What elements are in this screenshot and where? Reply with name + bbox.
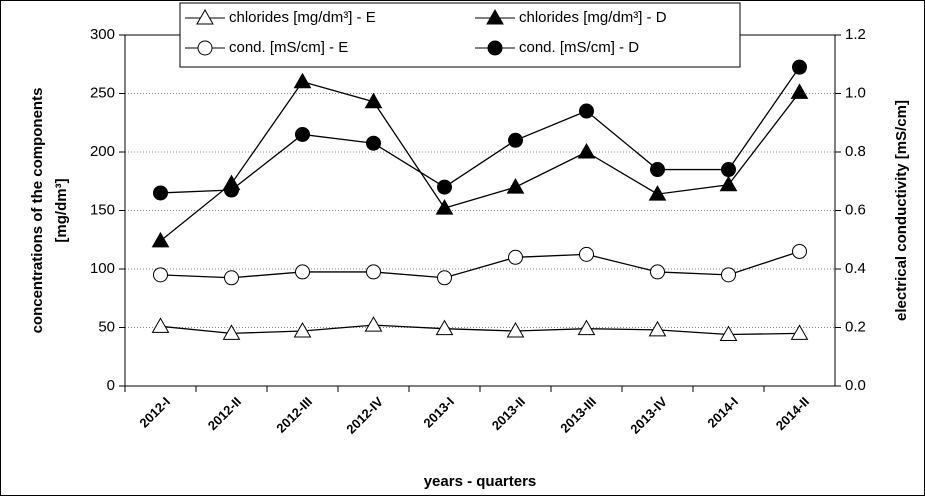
point bbox=[579, 246, 594, 262]
y-tick-label: 200 bbox=[90, 143, 115, 160]
point bbox=[506, 178, 525, 194]
y2-tick-label: 0.0 bbox=[845, 377, 866, 394]
y2-tick-label: 0.4 bbox=[845, 260, 866, 277]
point bbox=[790, 324, 809, 340]
y-tick-label: 250 bbox=[90, 84, 115, 101]
point bbox=[435, 319, 454, 336]
point bbox=[648, 320, 667, 337]
series-line bbox=[160, 324, 800, 336]
y2-tick-label: 0.6 bbox=[845, 201, 866, 218]
point bbox=[650, 162, 665, 178]
point bbox=[224, 182, 239, 198]
legend-label: chlorides [mg/dm³] - E bbox=[229, 9, 376, 26]
point bbox=[437, 179, 452, 195]
point bbox=[222, 324, 241, 340]
point bbox=[577, 142, 596, 159]
point bbox=[650, 264, 665, 280]
y-axis-label: [mg/dm³] bbox=[53, 178, 70, 242]
y2-axis-label: electrical conductivity [mS/cm] bbox=[893, 100, 910, 321]
legend-marker bbox=[487, 40, 503, 56]
point bbox=[151, 231, 170, 248]
y2-tick-label: 1.2 bbox=[845, 26, 866, 43]
series-line bbox=[160, 81, 801, 242]
point bbox=[153, 267, 168, 283]
point bbox=[792, 243, 807, 259]
legend bbox=[179, 2, 741, 68]
point bbox=[293, 72, 312, 89]
y-tick-label: 300 bbox=[90, 26, 115, 43]
point bbox=[364, 316, 383, 332]
point bbox=[293, 322, 312, 338]
legend-marker bbox=[197, 40, 213, 56]
point bbox=[508, 132, 523, 148]
y-tick-label: 150 bbox=[90, 201, 115, 218]
point bbox=[153, 185, 168, 201]
point bbox=[719, 325, 738, 342]
point bbox=[224, 270, 239, 286]
y2-tick-label: 0.8 bbox=[845, 143, 866, 160]
point bbox=[366, 264, 381, 280]
legend-label: chlorides [mg/dm³] - D bbox=[519, 9, 667, 26]
point bbox=[435, 199, 454, 215]
point bbox=[437, 270, 452, 286]
legend-label: cond. [mS/cm] - E bbox=[229, 39, 348, 56]
y-tick-label: 0 bbox=[107, 377, 115, 394]
y-tick-label: 100 bbox=[90, 260, 115, 277]
point bbox=[790, 83, 809, 99]
series-line bbox=[160, 66, 801, 194]
series-line bbox=[160, 250, 800, 279]
y-tick-label: 50 bbox=[98, 318, 115, 335]
legend-marker bbox=[196, 8, 214, 25]
point bbox=[366, 135, 381, 151]
legend-label: cond. [mS/cm] - D bbox=[519, 39, 639, 56]
point bbox=[508, 249, 523, 265]
x-axis-label: years - quarters bbox=[424, 473, 537, 490]
point bbox=[295, 126, 310, 142]
y-axis-label: concentrations of the components bbox=[29, 88, 46, 334]
point bbox=[721, 162, 736, 178]
point bbox=[151, 317, 170, 333]
point bbox=[506, 322, 525, 338]
point bbox=[792, 59, 807, 75]
y2-tick-label: 0.2 bbox=[845, 318, 866, 335]
point bbox=[719, 175, 738, 192]
point bbox=[648, 185, 667, 201]
point bbox=[364, 92, 383, 109]
point bbox=[577, 319, 596, 336]
point bbox=[721, 267, 736, 283]
y2-tick-label: 1.0 bbox=[845, 84, 866, 101]
legend-marker bbox=[486, 8, 504, 25]
point bbox=[579, 103, 594, 119]
point bbox=[295, 264, 310, 280]
